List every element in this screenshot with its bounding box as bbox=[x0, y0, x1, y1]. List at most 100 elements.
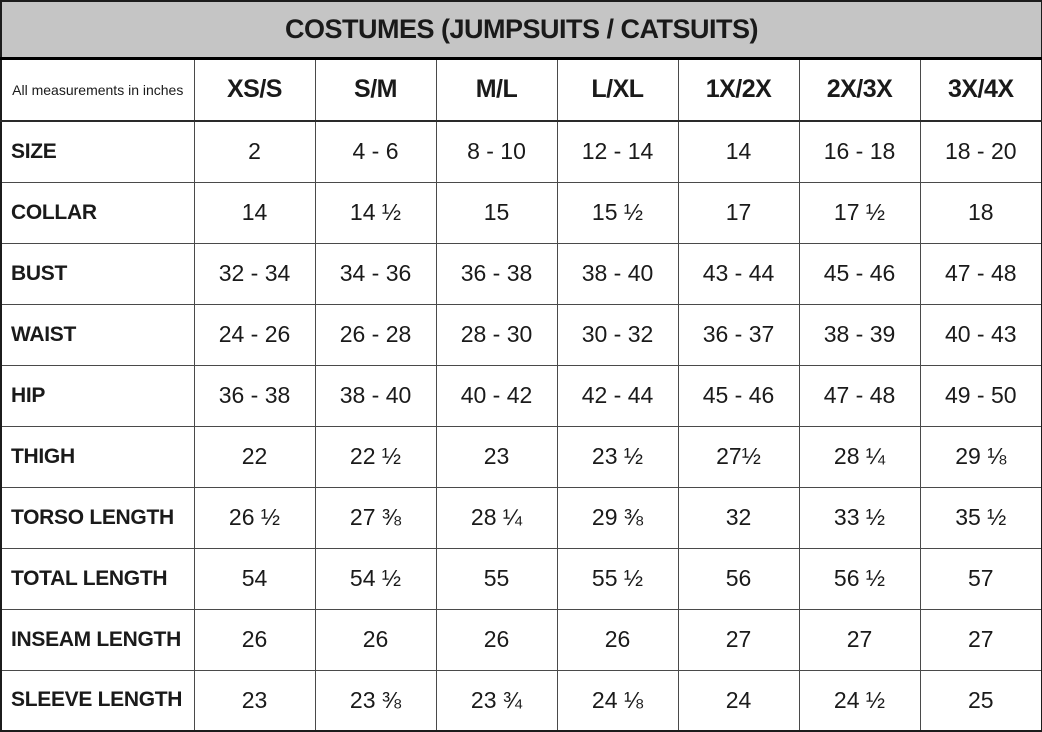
table-cell: 36 - 38 bbox=[435, 242, 558, 305]
table-cell: 26 - 28 bbox=[314, 303, 437, 366]
table-cell: 14 ½ bbox=[314, 181, 437, 244]
table-cell: 16 - 18 bbox=[798, 120, 921, 183]
table-cell: 23 ½ bbox=[556, 425, 679, 488]
table-row-size: SIZE 2 4 - 6 8 - 10 12 - 14 14 16 - 18 1… bbox=[0, 120, 1042, 183]
table-cell: 26 bbox=[193, 608, 316, 671]
table-cell: 28 ¼ bbox=[435, 486, 558, 549]
table-cell: 25 bbox=[919, 669, 1042, 732]
table-cell: 32 bbox=[677, 486, 800, 549]
column-header-l-xl: L/XL bbox=[556, 57, 679, 122]
table-cell: 18 - 20 bbox=[919, 120, 1042, 183]
table-cell: 24 ½ bbox=[798, 669, 921, 732]
table-cell: 15 ½ bbox=[556, 181, 679, 244]
table-title: COSTUMES (JUMPSUITS / CATSUITS) bbox=[0, 0, 1042, 60]
row-label: SLEEVE LENGTH bbox=[0, 669, 195, 732]
table-cell: 47 - 48 bbox=[798, 364, 921, 427]
table-cell: 56 ½ bbox=[798, 547, 921, 610]
table-cell: 34 - 36 bbox=[314, 242, 437, 305]
measurements-note: All measurements in inches bbox=[0, 57, 195, 122]
table-cell: 56 bbox=[677, 547, 800, 610]
table-cell: 22 bbox=[193, 425, 316, 488]
table-cell: 38 - 39 bbox=[798, 303, 921, 366]
row-label: THIGH bbox=[0, 425, 195, 488]
table-cell: 17 bbox=[677, 181, 800, 244]
table-row-hip: HIP 36 - 38 38 - 40 40 - 42 42 - 44 45 -… bbox=[0, 364, 1042, 427]
table-cell: 28 ¼ bbox=[798, 425, 921, 488]
table-cell: 24 ⅛ bbox=[556, 669, 679, 732]
table-cell: 38 - 40 bbox=[314, 364, 437, 427]
table-cell: 43 - 44 bbox=[677, 242, 800, 305]
table-cell: 29 ⅜ bbox=[556, 486, 679, 549]
table-cell: 32 - 34 bbox=[193, 242, 316, 305]
table-cell: 26 bbox=[556, 608, 679, 671]
table-cell: 36 - 38 bbox=[193, 364, 316, 427]
table-cell: 18 bbox=[919, 181, 1042, 244]
table-cell: 4 - 6 bbox=[314, 120, 437, 183]
table-cell: 27 bbox=[919, 608, 1042, 671]
table-cell: 45 - 46 bbox=[677, 364, 800, 427]
column-header-3x-4x: 3X/4X bbox=[919, 57, 1042, 122]
table-row-bust: BUST 32 - 34 34 - 36 36 - 38 38 - 40 43 … bbox=[0, 242, 1042, 305]
column-header-2x-3x: 2X/3X bbox=[798, 57, 921, 122]
table-cell: 22 ½ bbox=[314, 425, 437, 488]
table-cell: 23 ¾ bbox=[435, 669, 558, 732]
table-cell: 55 bbox=[435, 547, 558, 610]
row-label: TORSO LENGTH bbox=[0, 486, 195, 549]
table-cell: 27½ bbox=[677, 425, 800, 488]
row-label: TOTAL LENGTH bbox=[0, 547, 195, 610]
table-cell: 17 ½ bbox=[798, 181, 921, 244]
table-cell: 23 bbox=[435, 425, 558, 488]
table-cell: 36 - 37 bbox=[677, 303, 800, 366]
table-cell: 35 ½ bbox=[919, 486, 1042, 549]
column-header-s-m: S/M bbox=[314, 57, 437, 122]
table-cell: 45 - 46 bbox=[798, 242, 921, 305]
table-cell: 27 bbox=[677, 608, 800, 671]
table-cell: 49 - 50 bbox=[919, 364, 1042, 427]
table-cell: 27 bbox=[798, 608, 921, 671]
table-header-row: All measurements in inches XS/S S/M M/L … bbox=[0, 57, 1042, 122]
table-cell: 26 bbox=[314, 608, 437, 671]
table-row-total-length: TOTAL LENGTH 54 54 ½ 55 55 ½ 56 56 ½ 57 bbox=[0, 547, 1042, 610]
table-cell: 57 bbox=[919, 547, 1042, 610]
table-cell: 26 bbox=[435, 608, 558, 671]
table-cell: 29 ⅛ bbox=[919, 425, 1042, 488]
column-header-m-l: M/L bbox=[435, 57, 558, 122]
table-cell: 23 ⅜ bbox=[314, 669, 437, 732]
table-cell: 24 - 26 bbox=[193, 303, 316, 366]
column-header-xs-s: XS/S bbox=[193, 57, 316, 122]
row-label: HIP bbox=[0, 364, 195, 427]
table-cell: 23 bbox=[193, 669, 316, 732]
table-cell: 33 ½ bbox=[798, 486, 921, 549]
table-row-inseam-length: INSEAM LENGTH 26 26 26 26 27 27 27 bbox=[0, 608, 1042, 671]
table-cell: 42 - 44 bbox=[556, 364, 679, 427]
table-cell: 54 bbox=[193, 547, 316, 610]
table-cell: 47 - 48 bbox=[919, 242, 1042, 305]
table-row-thigh: THIGH 22 22 ½ 23 23 ½ 27½ 28 ¼ 29 ⅛ bbox=[0, 425, 1042, 488]
table-cell: 14 bbox=[677, 120, 800, 183]
table-cell: 8 - 10 bbox=[435, 120, 558, 183]
table-row-collar: COLLAR 14 14 ½ 15 15 ½ 17 17 ½ 18 bbox=[0, 181, 1042, 244]
table-title-row: COSTUMES (JUMPSUITS / CATSUITS) bbox=[0, 0, 1042, 60]
row-label: WAIST bbox=[0, 303, 195, 366]
row-label: INSEAM LENGTH bbox=[0, 608, 195, 671]
table-cell: 26 ½ bbox=[193, 486, 316, 549]
table-cell: 28 - 30 bbox=[435, 303, 558, 366]
table-cell: 27 ⅜ bbox=[314, 486, 437, 549]
table-cell: 2 bbox=[193, 120, 316, 183]
table-cell: 14 bbox=[193, 181, 316, 244]
table-cell: 40 - 42 bbox=[435, 364, 558, 427]
row-label: BUST bbox=[0, 242, 195, 305]
row-label: SIZE bbox=[0, 120, 195, 183]
table-cell: 12 - 14 bbox=[556, 120, 679, 183]
table-row-torso-length: TORSO LENGTH 26 ½ 27 ⅜ 28 ¼ 29 ⅜ 32 33 ½… bbox=[0, 486, 1042, 549]
table-cell: 38 - 40 bbox=[556, 242, 679, 305]
table-cell: 30 - 32 bbox=[556, 303, 679, 366]
table-cell: 55 ½ bbox=[556, 547, 679, 610]
table-cell: 15 bbox=[435, 181, 558, 244]
table-cell: 40 - 43 bbox=[919, 303, 1042, 366]
table-cell: 24 bbox=[677, 669, 800, 732]
table-row-sleeve-length: SLEEVE LENGTH 23 23 ⅜ 23 ¾ 24 ⅛ 24 24 ½ … bbox=[0, 669, 1042, 732]
column-header-1x-2x: 1X/2X bbox=[677, 57, 800, 122]
